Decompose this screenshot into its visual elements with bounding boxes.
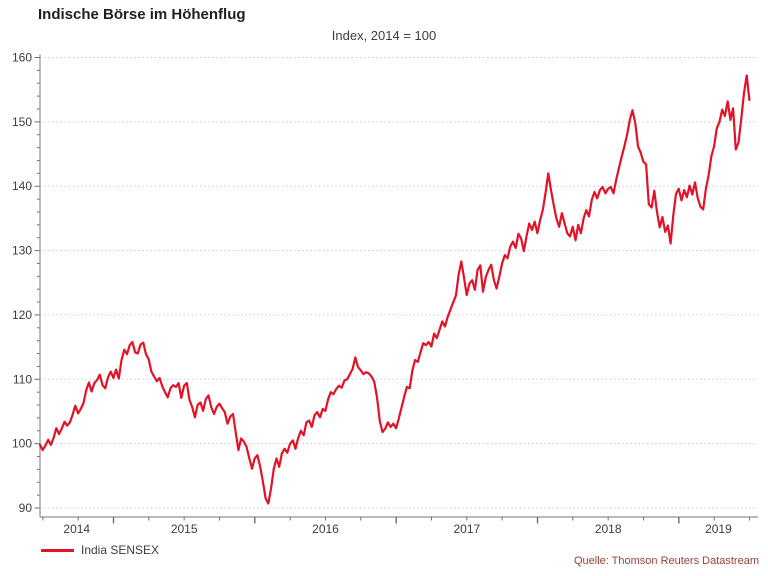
y-tick-label: 140 (12, 179, 32, 193)
x-tick-label-2018: 2018 (595, 522, 622, 536)
x-tick-label-2015: 2015 (171, 522, 198, 536)
y-tick-label: 150 (12, 115, 32, 129)
source-text: Quelle: Thomson Reuters Datastream (573, 555, 759, 567)
legend: India SENSEX (41, 543, 159, 557)
x-tick-label-2017: 2017 (453, 522, 480, 536)
y-tick-label: 100 (12, 437, 32, 451)
legend-line-sample (41, 548, 74, 552)
x-tick-label-2016: 2016 (312, 522, 339, 536)
chart-subtitle: Index, 2014 = 100 (331, 28, 437, 43)
sensex-line (38, 74, 751, 505)
x-tick-label-2019: 2019 (705, 522, 732, 536)
y-tick-label: 90 (19, 501, 33, 515)
y-tick-label: 130 (12, 244, 32, 258)
y-tick-label: 110 (13, 372, 32, 386)
legend-label: India SENSEX (81, 543, 160, 557)
chart-title: Indische Börse im Höhenflug (38, 6, 246, 23)
y-tick-label: 160 (12, 51, 32, 65)
y-tick-label: 120 (12, 308, 32, 322)
x-tick-label-2014: 2014 (63, 522, 90, 536)
